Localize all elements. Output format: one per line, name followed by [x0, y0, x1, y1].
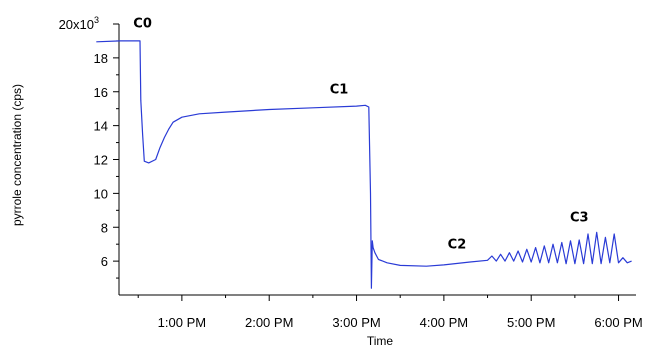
annotation-layer: C0 C1 C2 C3 — [133, 16, 588, 252]
x-tick-label-1: 1:00 PM — [158, 315, 206, 330]
annotation-c3: C3 — [570, 210, 589, 225]
y-tick-label-main: 20x10 — [59, 17, 94, 32]
x-tick-label-4: 4:00 PM — [420, 315, 468, 330]
y-axis-title: pyrrole concentration (cps) — [10, 84, 24, 226]
x-tick-label-6: 6:00 PM — [594, 315, 642, 330]
series-line-0 — [96, 40, 632, 289]
y-tick-label-16: 16 — [94, 85, 108, 100]
annotation-c1: C1 — [330, 82, 349, 97]
y-tick-label-10: 10 — [94, 186, 108, 201]
y-tick-label-12: 12 — [94, 153, 108, 168]
y-tick-label-18: 18 — [94, 51, 108, 66]
y-tick-label-8: 8 — [101, 220, 108, 235]
x-axis-title: Time — [367, 334, 394, 348]
x-tick-label-5: 5:00 PM — [507, 315, 555, 330]
y-multiplier-exponent: 3 — [94, 15, 99, 25]
x-tick-label-2: 2:00 PM — [245, 315, 293, 330]
x-tick-label-3: 3:00 PM — [332, 315, 380, 330]
y-tick-label-20: 20x103 — [59, 15, 99, 32]
annotation-c2: C2 — [448, 237, 467, 252]
series-layer — [96, 40, 632, 289]
y-tick-label-6: 6 — [101, 254, 108, 269]
plot-area: 6 8 10 12 14 16 18 20x103 1:00 PM 2:00 PM 3:00 PM 4… — [59, 15, 643, 330]
y-tick-label-14: 14 — [94, 119, 108, 134]
annotation-c0: C0 — [133, 16, 152, 31]
